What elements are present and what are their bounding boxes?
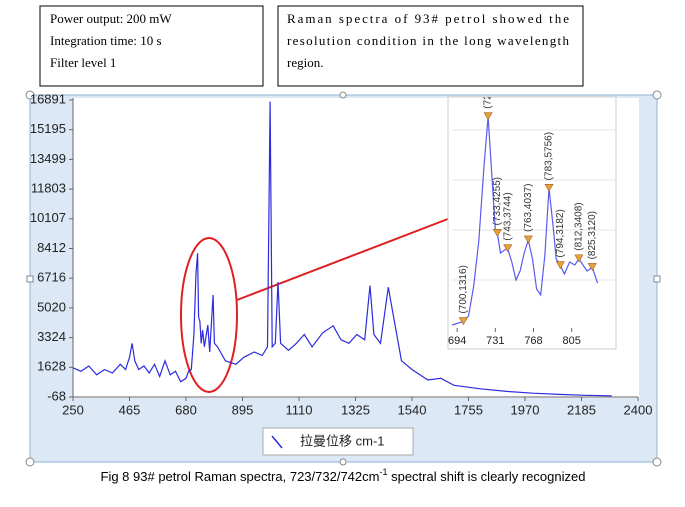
x-tick-label: 768: [524, 335, 542, 347]
peak-label: (783,5756): [544, 132, 555, 180]
peak-label: (794,3182): [555, 209, 566, 257]
x-tick-label: 1755: [454, 402, 483, 417]
peak-marker: [503, 244, 513, 253]
y-tick-label: 6716: [37, 270, 66, 285]
x-tick-label: 1325: [341, 402, 370, 417]
peak-marker: [483, 112, 493, 121]
peak-marker: [458, 317, 468, 326]
peak-label: (763,4037): [523, 184, 534, 232]
caption-part: spectral shift is clearly recognized: [387, 469, 585, 484]
plot-layer: [73, 101, 612, 397]
peak-label: (825,3120): [587, 211, 598, 259]
y-tick-label: 16891: [30, 91, 66, 106]
arrow-line: [236, 211, 467, 301]
x-tick-label: 1970: [511, 402, 540, 417]
y-tick-label: 10107: [30, 210, 66, 225]
peak-marker: [523, 235, 533, 244]
note-box: [277, 5, 584, 87]
peak-marker: [544, 184, 554, 192]
y-tick-label: 11803: [31, 181, 66, 196]
y-tick-label: 5020: [37, 299, 66, 314]
x-tick-label: 465: [119, 402, 141, 417]
spectrum-line: [451, 116, 599, 326]
note-line: region.: [287, 55, 323, 70]
note-line: Raman spectra of 93# petrol showed the: [287, 11, 569, 26]
settings-line: Integration time: 10 s: [50, 33, 162, 48]
spectrum-line: [73, 101, 612, 397]
y-tick-label: 3324: [37, 329, 66, 344]
x-tick-label: 680: [175, 402, 197, 417]
peak-label: (812,3408): [574, 202, 585, 250]
peak-marker: [587, 263, 597, 272]
x-tick-label: 731: [486, 335, 504, 347]
y-tick-label: 1628: [37, 359, 66, 374]
peak-label: (733,4255): [492, 177, 503, 225]
plot-layer: 694 731 768 805 (700,1316) (724,8144) (733,425…: [448, 60, 599, 347]
peak-label: (724,8144): [483, 60, 494, 108]
peak-label: (743,3744): [502, 192, 513, 240]
peak-marker: [555, 261, 565, 270]
caption-part: Fig 8 93# petrol Raman spectra, 723/732/…: [101, 469, 380, 484]
peak-marker: [574, 254, 584, 263]
x-tick-label: 895: [232, 402, 254, 417]
highlight-ellipse: [180, 237, 238, 393]
y-tick-label: 15195: [30, 121, 66, 136]
legend-label: 拉曼位移 cm-1: [300, 433, 385, 448]
x-tick-label: 694: [448, 335, 466, 347]
inset-background: [447, 96, 617, 350]
caption: Fig 8 93# petrol Raman spectra, 723/732/…: [101, 467, 586, 484]
legend-box: [262, 427, 414, 456]
handles: [25, 90, 662, 467]
x-tick-label: 1110: [286, 402, 313, 417]
caption-part: -1: [379, 467, 387, 477]
x-tick-label: 1540: [398, 402, 427, 417]
y-tick-label: -68: [47, 388, 66, 403]
settings-line: Filter level 1: [50, 55, 116, 70]
x-tick-label: 2185: [567, 402, 596, 417]
y-tick-label: 13499: [30, 151, 66, 166]
legend-swatch: [271, 435, 283, 449]
x-tick-label: 805: [562, 335, 580, 347]
x-tick-label: 2400: [624, 402, 653, 417]
x-tick-label: 250: [62, 402, 84, 417]
settings-box: [39, 5, 264, 87]
y-tick-label: 8412: [37, 240, 66, 255]
peak-marker: [492, 229, 502, 237]
note-line: resolution condition in the long wavelen…: [287, 33, 570, 48]
peak-label: (700,1316): [458, 265, 469, 313]
settings-line: Power output: 200 mW: [50, 11, 172, 26]
